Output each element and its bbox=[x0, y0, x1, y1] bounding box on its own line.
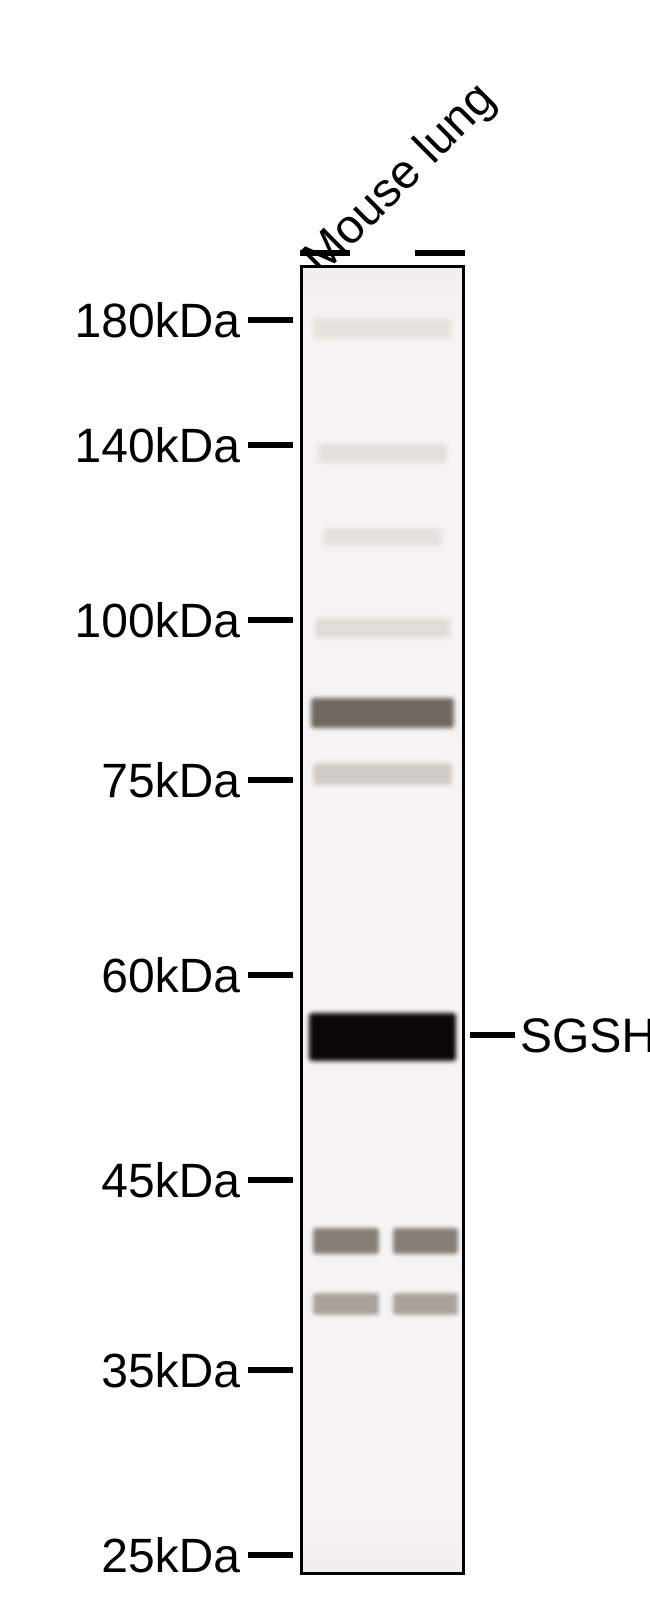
blot-lane bbox=[300, 265, 465, 1575]
blot-band bbox=[393, 1293, 459, 1315]
blot-band bbox=[311, 698, 454, 728]
blot-band bbox=[323, 528, 442, 546]
ladder-label: 100kDa bbox=[75, 594, 240, 649]
blot-band bbox=[313, 318, 452, 340]
ladder-label: 180kDa bbox=[75, 294, 240, 349]
ladder-tick bbox=[248, 317, 293, 323]
blot-band bbox=[315, 618, 450, 638]
ladder-label: 140kDa bbox=[75, 419, 240, 474]
blot-band bbox=[313, 1228, 379, 1254]
ladder-tick bbox=[248, 777, 293, 783]
blot-band bbox=[318, 443, 447, 463]
ladder-label: 45kDa bbox=[101, 1154, 240, 1209]
blot-band bbox=[313, 763, 452, 785]
lane-header-tick bbox=[300, 250, 350, 256]
target-band-label: SGSH bbox=[520, 1009, 650, 1064]
ladder-label: 60kDa bbox=[101, 949, 240, 1004]
ladder-tick bbox=[248, 1552, 293, 1558]
blot-figure: Mouse lung 180kDa140kDa100kDa75kDa60kDa4… bbox=[0, 0, 650, 1602]
ladder-tick bbox=[248, 617, 293, 623]
blot-band bbox=[309, 1013, 456, 1061]
blot-band bbox=[393, 1228, 459, 1254]
ladder-label: 25kDa bbox=[101, 1529, 240, 1584]
blot-band bbox=[313, 1293, 379, 1315]
ladder-tick bbox=[248, 442, 293, 448]
ladder-tick bbox=[248, 1367, 293, 1373]
lane-header-tick bbox=[415, 250, 465, 256]
ladder-label: 75kDa bbox=[101, 754, 240, 809]
ladder-label: 35kDa bbox=[101, 1344, 240, 1399]
ladder-tick bbox=[248, 1177, 293, 1183]
target-band-tick bbox=[470, 1032, 515, 1038]
ladder-tick bbox=[248, 972, 293, 978]
